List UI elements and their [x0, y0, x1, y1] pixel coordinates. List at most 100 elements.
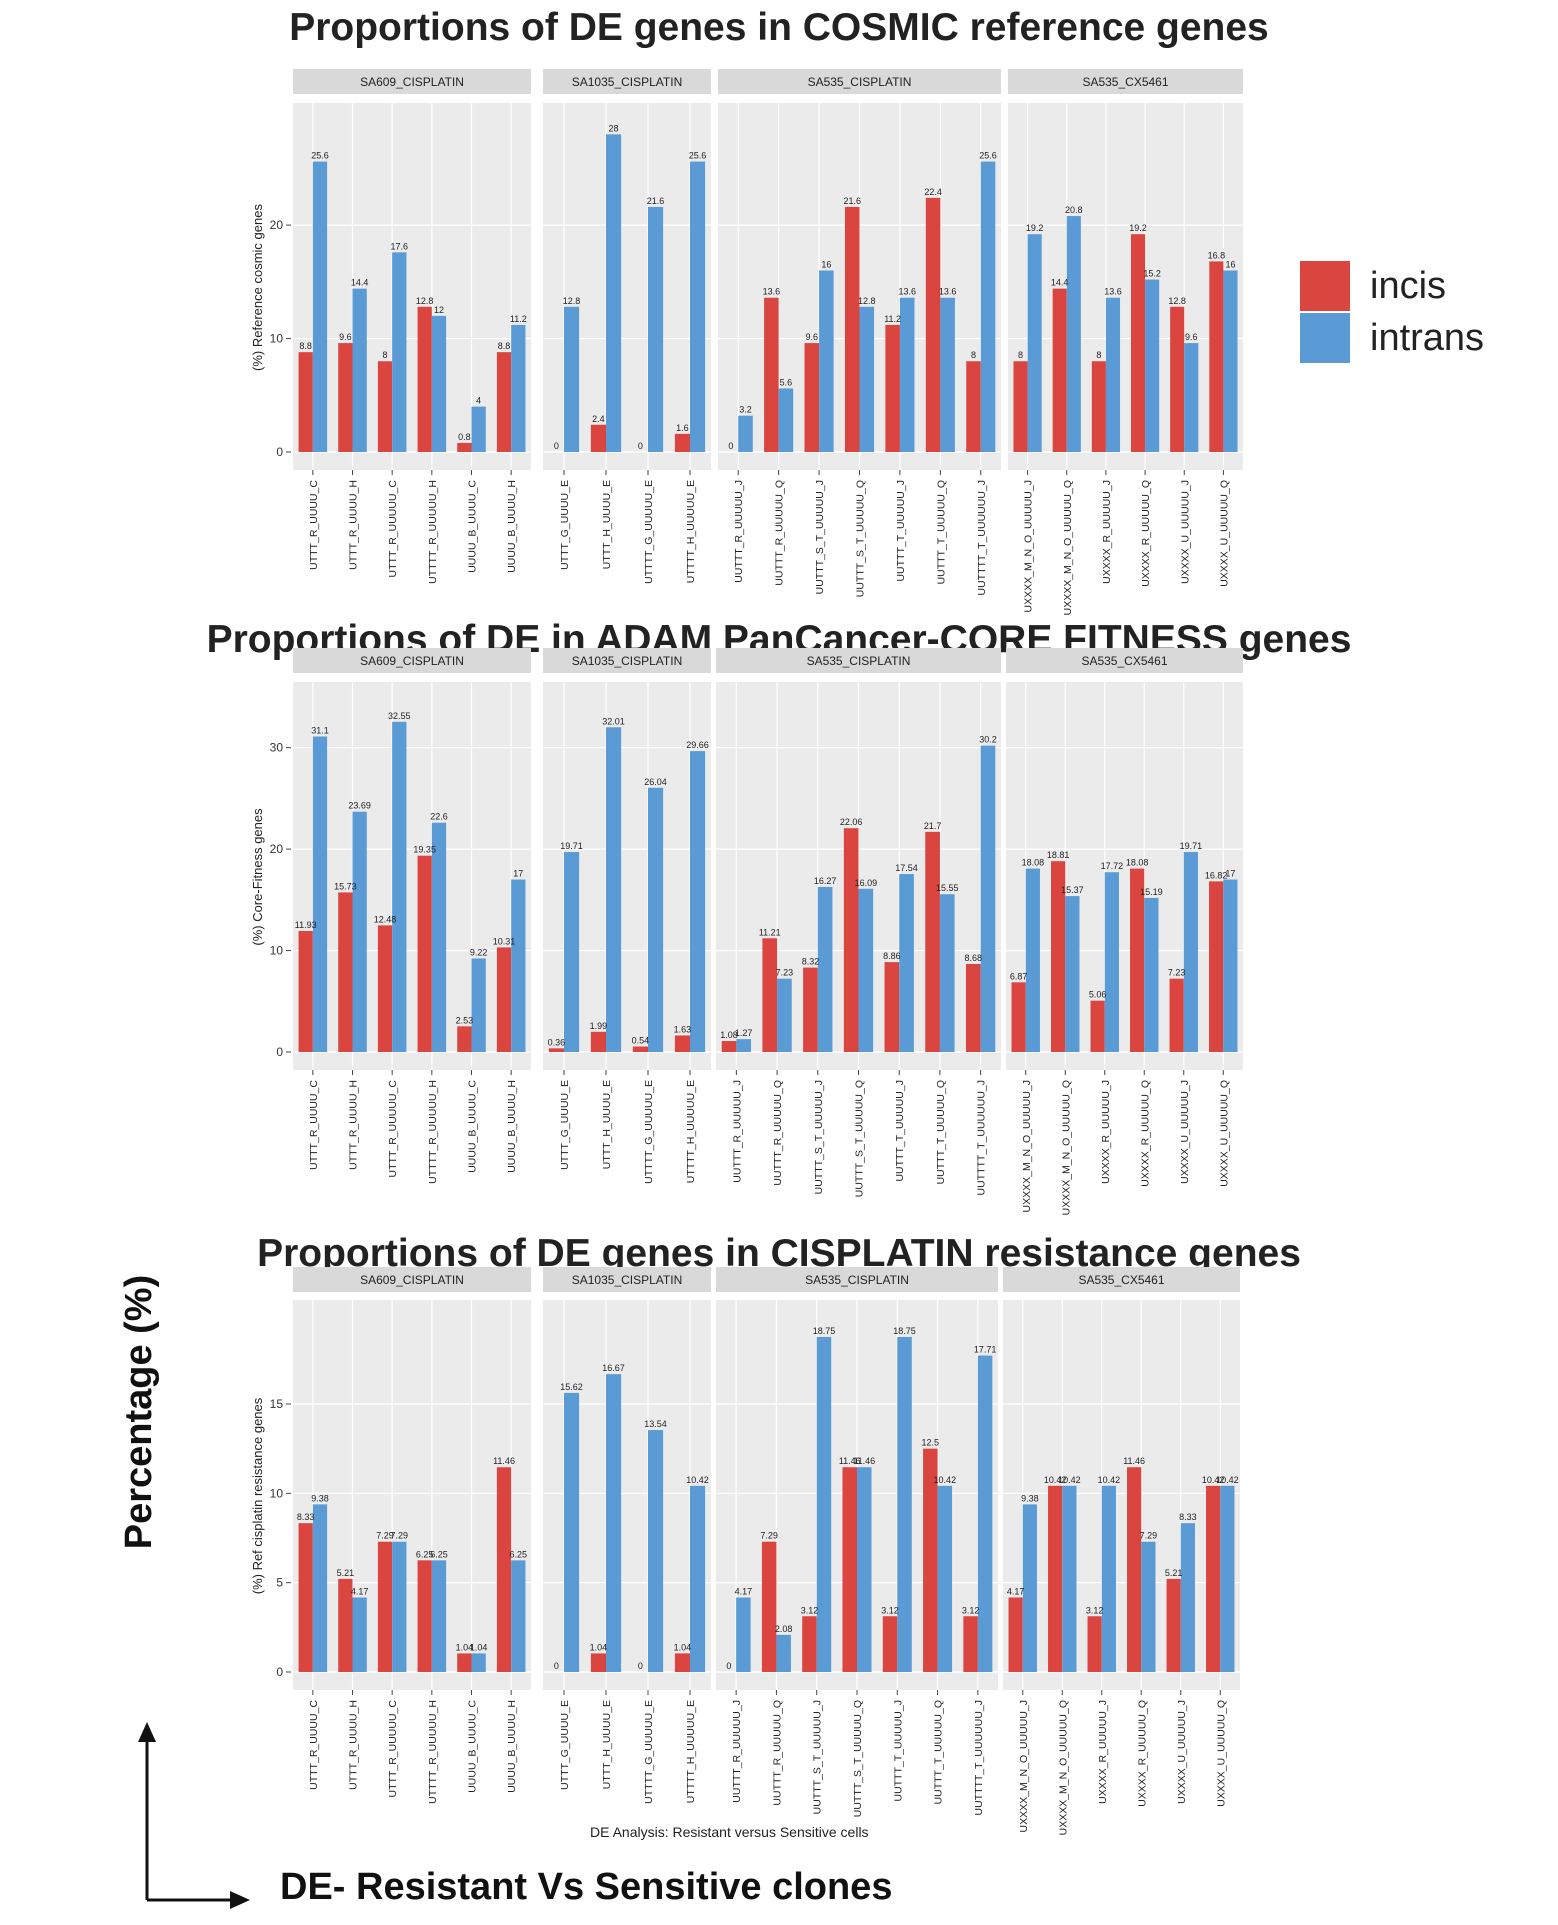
data-label-intrans: 20.8 — [1065, 205, 1083, 215]
data-label-incis: 0 — [554, 441, 559, 451]
bar-incis — [1090, 1000, 1105, 1052]
bar-intrans — [776, 1634, 791, 1672]
data-label-intrans: 16.67 — [602, 1363, 625, 1373]
bar-incis — [804, 343, 820, 452]
bar-intrans — [1223, 270, 1238, 452]
bar-intrans — [777, 978, 792, 1052]
facet-strip — [716, 648, 1001, 673]
bar-incis — [1166, 1578, 1181, 1672]
data-label-intrans: 17 — [1225, 869, 1235, 879]
bar-intrans — [312, 736, 328, 1052]
data-label-intrans: 1.04 — [470, 1642, 488, 1652]
bar-intrans — [564, 306, 580, 452]
bar-intrans — [939, 894, 955, 1052]
data-label-intrans: 9.22 — [470, 947, 488, 957]
bar-intrans — [690, 751, 706, 1052]
bottom-axis-label: DE- Resistant Vs Sensitive clones — [280, 1866, 893, 1908]
bar-intrans — [1145, 279, 1160, 452]
bar-incis — [590, 424, 606, 452]
x-tick-label: UTTT_G_UUUU_E — [559, 1700, 571, 1790]
bar-incis — [884, 962, 900, 1052]
bar-intrans — [1101, 1485, 1116, 1672]
facet-strip — [543, 69, 711, 94]
x-tick-label: UTTTT_G_UUUUU_E — [643, 1080, 655, 1184]
data-label-intrans: 21.6 — [647, 196, 665, 206]
bar-intrans — [858, 888, 874, 1052]
bar-incis — [1008, 1597, 1023, 1672]
bar-intrans — [648, 787, 664, 1052]
bar-incis — [496, 1467, 512, 1672]
data-label-incis: 8.33 — [297, 1512, 315, 1522]
bar-incis — [1091, 361, 1106, 452]
data-label-incis: 8.86 — [883, 951, 901, 961]
data-label-intrans: 2.08 — [775, 1624, 793, 1634]
data-label-intrans: 7.29 — [1140, 1531, 1158, 1541]
bar-intrans — [1184, 343, 1199, 452]
bar-intrans — [392, 1541, 407, 1672]
data-label-intrans: 15.62 — [560, 1382, 583, 1392]
bar-intrans — [736, 1039, 752, 1052]
facet-strip-label: SA1035_CISPLATIN — [572, 654, 683, 668]
bar-incis — [721, 1041, 737, 1052]
bar-incis — [298, 930, 313, 1052]
x-tick-label: UXXXX_U_UUUUU_J — [1176, 1700, 1188, 1804]
bar-intrans — [392, 252, 407, 452]
x-tick-label: UUTTT_R_UUUUU_Q — [774, 480, 786, 586]
data-label-incis: 13.6 — [763, 287, 781, 297]
bar-intrans — [471, 1653, 486, 1672]
bar-intrans — [817, 886, 833, 1052]
data-label-intrans: 19.71 — [1180, 841, 1203, 851]
bar-incis — [842, 1467, 857, 1672]
data-label-incis: 16.82 — [1205, 870, 1228, 880]
bar-intrans — [1220, 1485, 1235, 1672]
bar-intrans — [1027, 234, 1042, 452]
data-label-incis: 10.42 — [1202, 1475, 1225, 1485]
data-label-intrans: 10.42 — [1216, 1475, 1239, 1485]
bar-intrans — [738, 415, 753, 452]
data-label-incis: 0 — [554, 1661, 559, 1671]
bar-intrans — [471, 958, 486, 1052]
facet-strip-label: SA535_CISPLATIN — [807, 654, 911, 668]
data-label-incis: 0.36 — [548, 1037, 566, 1047]
x-tick-label: UXXXX_U_UUUUU_Q — [1218, 480, 1230, 587]
bar-incis — [298, 1523, 313, 1672]
data-label-incis: 22.4 — [924, 187, 942, 197]
x-tick-label: UTTT_R_UUUU_C — [308, 1700, 320, 1790]
x-tick-label: UUTTT_S_T_UUUUU_J — [812, 1700, 824, 1814]
data-label-incis: 8.32 — [802, 957, 820, 967]
data-label-intrans: 13.6 — [939, 287, 957, 297]
bar-intrans — [352, 288, 367, 452]
bar-intrans — [816, 1336, 832, 1672]
facet-panel — [293, 682, 531, 1070]
bar-intrans — [819, 270, 834, 452]
bar-incis — [377, 361, 393, 452]
data-label-incis: 3.12 — [881, 1605, 899, 1615]
facet-strip-label: SA535_CX5461 — [1082, 75, 1168, 89]
data-label-incis: 21.6 — [843, 196, 861, 206]
x-tick-label: UXXXX_R_UUUUU_J — [1097, 1700, 1109, 1804]
x-tick-label: UTTT_R_UUUU_H — [348, 480, 360, 570]
data-label-intrans: 18.75 — [893, 1326, 916, 1336]
bar-incis — [548, 1048, 564, 1052]
bar-intrans — [606, 134, 622, 452]
x-tick-label: UXXXX_U_UUUUU_J — [1179, 480, 1191, 584]
x-tick-label: UTTT_G_UUUU_E — [559, 480, 571, 570]
x-tick-label: UUTTT_S_T_UUUUU_Q — [855, 480, 867, 597]
data-label-incis: 0 — [638, 1661, 643, 1671]
bar-incis — [457, 442, 472, 452]
data-label-incis: 12.8 — [416, 296, 434, 306]
x-tick-label: UTTT_R_UUUU_H — [348, 1080, 360, 1170]
data-label-incis: 11.46 — [1123, 1456, 1145, 1466]
bar-intrans — [977, 1355, 993, 1672]
facet-panel — [1006, 682, 1243, 1070]
data-label-incis: 6.25 — [416, 1549, 434, 1559]
facet-strip — [1006, 648, 1243, 673]
data-label-incis: 0.54 — [632, 1036, 650, 1046]
facet-strip-label: SA1035_CISPLATIN — [572, 1273, 683, 1287]
x-tick-label: UXXXX_R_UUUUU_Q — [1140, 480, 1152, 587]
x-tick-label: UUUU_B_UUUU_H — [506, 480, 518, 573]
bar-incis — [1011, 982, 1026, 1052]
bar-intrans — [980, 161, 996, 452]
facet-strip — [543, 648, 711, 673]
